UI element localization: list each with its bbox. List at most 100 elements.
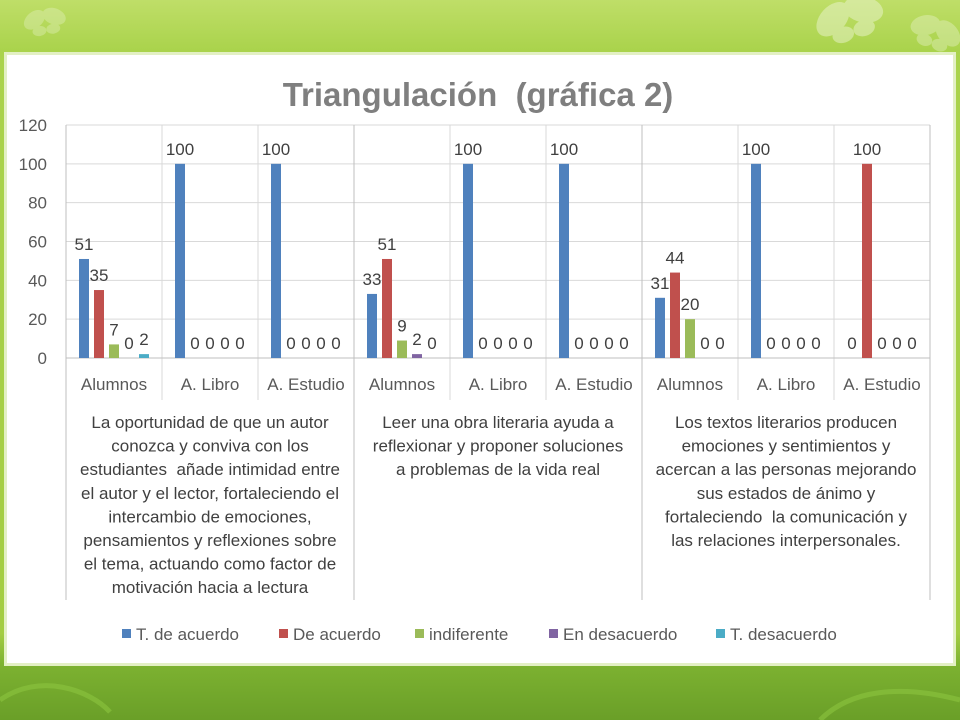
group-label-line: emociones y sentimientos y (682, 437, 891, 456)
data-label: 2 (412, 330, 421, 349)
data-label: 0 (877, 334, 886, 353)
data-label: 0 (796, 334, 805, 353)
x-tick-label: Alumnos (369, 375, 435, 394)
bar (655, 297, 665, 358)
data-label: 31 (651, 274, 670, 293)
data-label: 0 (589, 334, 598, 353)
bar-series (79, 163, 872, 358)
group-label-line: intercambio de emociones, (108, 507, 311, 526)
data-label: 9 (397, 317, 406, 336)
data-label: 0 (811, 334, 820, 353)
data-label: 35 (90, 266, 109, 285)
data-label: 0 (766, 334, 775, 353)
bar (109, 344, 119, 358)
legend-item: T. de acuerdo (122, 625, 239, 644)
data-label: 100 (742, 140, 770, 159)
data-label: 0 (427, 334, 436, 353)
bar (367, 293, 377, 358)
y-tick-label: 40 (28, 271, 47, 290)
bar (397, 340, 407, 358)
x-tick-label: A. Estudio (555, 375, 633, 394)
butterfly-icon (816, 0, 884, 44)
x-tick-label: A. Estudio (267, 375, 345, 394)
y-tick-label: 100 (19, 155, 47, 174)
data-label: 44 (666, 249, 685, 268)
group-label-line: conozca y conviva con los (111, 437, 309, 456)
data-label: 51 (75, 235, 94, 254)
butterfly-icon (910, 15, 960, 52)
group-label-line: a problemas de la vida real (396, 460, 600, 479)
bar (685, 319, 695, 358)
data-label: 20 (681, 295, 700, 314)
bar (412, 354, 422, 358)
data-label: 0 (907, 334, 916, 353)
data-label: 0 (619, 334, 628, 353)
butterfly-wing (42, 7, 66, 25)
bar (751, 163, 761, 358)
legend-label: indiferente (429, 625, 508, 644)
y-tick-label: 0 (38, 349, 47, 368)
group-label-line: el tema, actuando como factor de (84, 555, 336, 574)
x-tick-label: A. Libro (181, 375, 240, 394)
x-tick-label: A. Libro (757, 375, 816, 394)
x-tick-label: Alumnos (657, 375, 723, 394)
chart-title: Triangulación (gráfica 2) (283, 76, 674, 113)
butterfly-wing (23, 9, 45, 30)
bar (94, 290, 104, 358)
legend-item: En desacuerdo (549, 625, 677, 644)
data-label: 0 (574, 334, 583, 353)
legend-swatch (415, 629, 424, 638)
x-tick-label: A. Libro (469, 375, 528, 394)
data-label: 0 (205, 334, 214, 353)
bar (79, 258, 89, 358)
data-label: 33 (363, 270, 382, 289)
data-label: 0 (331, 334, 340, 353)
group-label-line: pensamientos y reflexiones sobre (83, 531, 336, 550)
data-label: 0 (220, 334, 229, 353)
legend-swatch (716, 629, 725, 638)
butterfly-wing (816, 2, 850, 37)
data-label: 100 (853, 140, 881, 159)
data-label: 100 (166, 140, 194, 159)
group-label-line: La oportunidad de que un autor (91, 413, 329, 432)
data-label: 0 (190, 334, 199, 353)
y-tick-label: 60 (28, 233, 47, 252)
group-label-line: el autor y el lector, fortaleciendo el (81, 484, 339, 503)
butterfly-wing (46, 23, 61, 34)
y-tick-label: 80 (28, 194, 47, 213)
data-label: 0 (700, 334, 709, 353)
bar (139, 354, 149, 358)
group-label-line: reflexionar y proponer soluciones (373, 437, 623, 456)
data-label: 0 (478, 334, 487, 353)
legend-item: T. desacuerdo (716, 625, 837, 644)
butterfly-wing (916, 33, 933, 46)
data-label: 0 (235, 334, 244, 353)
data-label: 7 (109, 320, 118, 339)
legend-swatch (279, 629, 288, 638)
group-label-line: acercan a las personas mejorando (656, 460, 917, 479)
butterfly-wing (32, 26, 47, 37)
legend-swatch (549, 629, 558, 638)
legend: T. de acuerdo De acuerdo indiferente En des… (122, 625, 837, 644)
group-label-line: motivación hacia a lectura (112, 578, 309, 597)
butterfly-wing (843, 0, 884, 23)
data-label: 0 (847, 334, 856, 353)
group-label-line: Leer una obra literaria ayuda a (382, 413, 614, 432)
data-label: 100 (262, 140, 290, 159)
group-label-line: estudiantes añade intimidad entre (80, 460, 340, 479)
plot-grid (65, 124, 931, 600)
legend-label: En desacuerdo (563, 625, 677, 644)
bar (559, 163, 569, 358)
bar (271, 163, 281, 358)
data-label: 0 (715, 334, 724, 353)
butterfly-icon (23, 7, 66, 37)
data-label: 0 (301, 334, 310, 353)
data-label: 2 (139, 330, 148, 349)
bar (862, 163, 872, 358)
data-label: 0 (892, 334, 901, 353)
legend-swatch (122, 629, 131, 638)
data-label: 0 (493, 334, 502, 353)
